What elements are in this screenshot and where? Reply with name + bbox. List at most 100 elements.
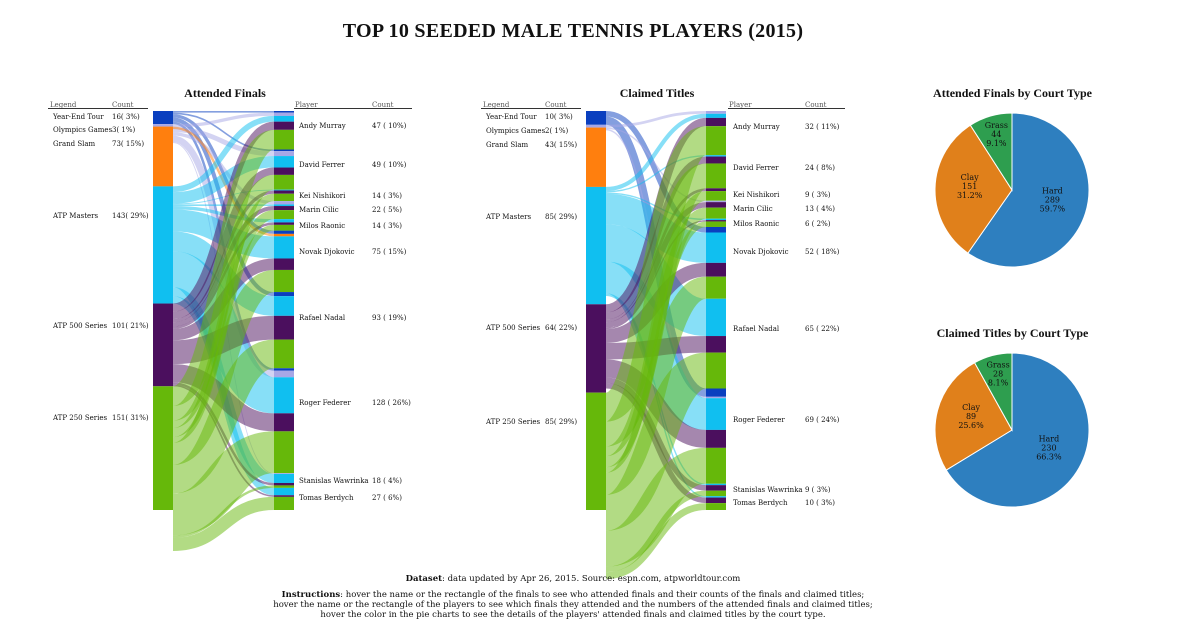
titles-player-seg-rafael-nadal-3: [706, 298, 726, 337]
titles-final-count-grand-slam: 43( 15%): [545, 140, 578, 149]
finals-legend-rule: [48, 108, 148, 109]
pie1-label-hard-0: Hard: [1039, 435, 1060, 444]
titles-count-header: Count: [545, 101, 567, 109]
pie1-slice-grass: [973, 352, 1013, 432]
finals-player-seg-kei-nishikori-3: [274, 189, 294, 191]
finals-player-seg-novak-djokovic-4: [274, 258, 294, 270]
finals-player-seg-roger-federer-0: [274, 368, 294, 371]
titles-player-count-stanislas-wawrinka: 9 ( 3%): [805, 486, 831, 495]
finals-link-atp-250-series-rafael-nadal: [170, 339, 277, 494]
finals-player-seg-marin-cilic-5: [274, 210, 294, 220]
titles-player-count-header: Count: [805, 101, 827, 109]
titles-player-seg-david-ferrer-4: [706, 156, 726, 164]
pie0-label-clay-2: 31.2%: [957, 191, 983, 200]
pie1-label-hard-1: 230: [1041, 444, 1056, 453]
titles-node-olympics-games: [586, 124, 606, 128]
finals-node-grand-slam: [153, 126, 173, 187]
titles-link-atp-masters-andy-murray: [605, 113, 707, 192]
titles-player-seg-andy-murray-4: [706, 117, 726, 127]
finals-final-count-olympics-games: 3( 1%): [112, 126, 136, 135]
titles-node-atp-masters: [586, 186, 606, 305]
titles-player-seg-roger-federer-3: [706, 398, 726, 430]
pie1-label-hard-2: 66.3%: [1036, 453, 1062, 462]
attended-finals-title: Attended Finals: [184, 86, 266, 100]
titles-player-count-rafael-nadal: 65 ( 22%): [805, 324, 840, 333]
titles-player-count-tomas-berdych: 10 ( 3%): [805, 499, 835, 508]
finals-final-count-atp-250-series: 151( 31%): [112, 413, 149, 422]
titles-player-count-roger-federer: 69 ( 24%): [805, 416, 840, 425]
titles-player-seg-andy-murray-1: [706, 111, 726, 114]
finals-player-label-rafael-nadal: Rafael Nadal: [299, 313, 346, 322]
finals-link-olympics-games-andy-murray: [172, 112, 275, 128]
finals-final-label-olympics-games: Olympics Games: [53, 126, 113, 135]
finals-player-label-kei-nishikori: Kei Nishikori: [299, 192, 346, 201]
finals-player-label-milos-raonic: Milos Raonic: [299, 221, 346, 230]
finals-player-header: Player: [295, 101, 318, 109]
finals-final-label-atp-masters: ATP Masters: [53, 212, 99, 221]
titles-final-count-atp-250-series: 85( 29%): [545, 418, 578, 427]
titles-player-count-andy-murray: 32 ( 11%): [805, 123, 840, 132]
titles-player-count-kei-nishikori: 9 ( 3%): [805, 191, 831, 200]
finals-player-seg-kei-nishikori-4: [274, 190, 294, 194]
finals-player-seg-milos-raonic-4: [274, 222, 294, 225]
finals-player-count-marin-cilic: 22 ( 5%): [372, 205, 402, 214]
titles-node-grand-slam: [586, 127, 606, 187]
pie1-label-grass-2: 8.1%: [988, 378, 1009, 387]
dataset-note: Dataset: data updated by Apr 26, 2015. S…: [405, 574, 741, 584]
titles-player-seg-david-ferrer-5: [706, 163, 726, 189]
titles-player-label-marin-cilic: Marin Cilic: [733, 205, 773, 214]
titles-player-label-tomas-berdych: Tomas Berdych: [733, 499, 788, 508]
titles-player-seg-kei-nishikori-5: [706, 191, 726, 201]
finals-player-seg-david-ferrer-5: [274, 174, 294, 190]
titles-link-atp-250-series-tomas-berdych: [605, 503, 707, 580]
titles-player-seg-novak-djokovic-0: [706, 226, 726, 233]
titles-player-label-stanislas-wawrinka: Stanislas Wawrinka: [733, 486, 803, 495]
finals-player-count-stanislas-wawrinka: 18 ( 4%): [372, 476, 402, 485]
titles-player-seg-marin-cilic-5: [706, 207, 726, 219]
finals-player-seg-rafael-nadal-3: [274, 296, 294, 316]
titles-player-count-david-ferrer: 24 ( 8%): [805, 164, 835, 173]
finals-final-label-atp-500-series: ATP 500 Series: [53, 321, 108, 330]
pie-attended-title: Attended Finals by Court Type: [933, 86, 1092, 100]
finals-player-seg-david-ferrer-4: [274, 167, 294, 175]
titles-player-seg-tomas-berdych-4: [706, 497, 726, 504]
pie-claimed-title: Claimed Titles by Court Type: [936, 326, 1089, 340]
finals-player-seg-tomas-berdych-3: [274, 487, 294, 496]
finals-player-seg-andy-murray-3: [274, 115, 294, 122]
page-title: TOP 10 SEEDED MALE TENNIS PLAYERS (2015): [342, 20, 804, 42]
finals-player-count-tomas-berdych: 27 ( 6%): [372, 493, 402, 502]
pie0-label-clay-1: 151: [962, 182, 977, 191]
titles-final-count-year-end-tour: 10( 3%): [545, 113, 573, 121]
pie0-label-hard-2: 59.7%: [1040, 205, 1066, 214]
finals-player-seg-novak-djokovic-0: [274, 230, 294, 234]
titles-player-seg-milos-raonic-3: [706, 218, 726, 221]
finals-player-label-marin-cilic: Marin Cilic: [299, 205, 339, 214]
finals-player-seg-david-ferrer-0: [274, 149, 294, 152]
finals-player-seg-marin-cilic-1: [274, 201, 294, 205]
pie1-label-grass-1: 28: [993, 369, 1003, 378]
pie0-slice-grass: [969, 112, 1013, 192]
titles-final-label-year-end-tour: Year-End Tour: [486, 113, 537, 121]
finals-player-seg-andy-murray-1: [274, 112, 294, 116]
finals-player-seg-stanislas-wawrinka-4: [274, 482, 294, 486]
finals-player-count-roger-federer: 128 ( 26%): [372, 398, 411, 407]
titles-player-seg-milos-raonic-4: [706, 220, 726, 222]
finals-player-count-milos-raonic: 14 ( 3%): [372, 221, 402, 230]
titles-link-atp-250-series-roger-federer: [603, 447, 709, 567]
finals-player-seg-novak-djokovic-2: [274, 233, 294, 237]
finals-node-atp-masters: [153, 186, 173, 304]
instructions-line-1: Instructions: hover the name or the rect…: [281, 590, 865, 600]
titles-player-seg-marin-cilic-1: [706, 200, 726, 203]
pie0-label-hard-0: Hard: [1042, 187, 1063, 196]
titles-player-seg-rafael-nadal-4: [706, 336, 726, 353]
pie0-label-grass-2: 9.1%: [986, 139, 1007, 148]
finals-player-label-andy-murray: Andy Murray: [299, 121, 346, 130]
titles-player-label-rafael-nadal: Rafael Nadal: [733, 324, 780, 333]
titles-player-seg-novak-djokovic-3: [706, 232, 726, 263]
pie1-label-clay-1: 89: [966, 412, 976, 421]
finals-player-seg-rafael-nadal-4: [274, 315, 294, 340]
finals-final-label-grand-slam: Grand Slam: [53, 139, 96, 148]
finals-final-count-atp-masters: 143( 29%): [112, 212, 149, 221]
titles-player-seg-tomas-berdych-3: [706, 496, 726, 498]
titles-link-atp-250-series-rafael-nadal: [602, 352, 710, 531]
